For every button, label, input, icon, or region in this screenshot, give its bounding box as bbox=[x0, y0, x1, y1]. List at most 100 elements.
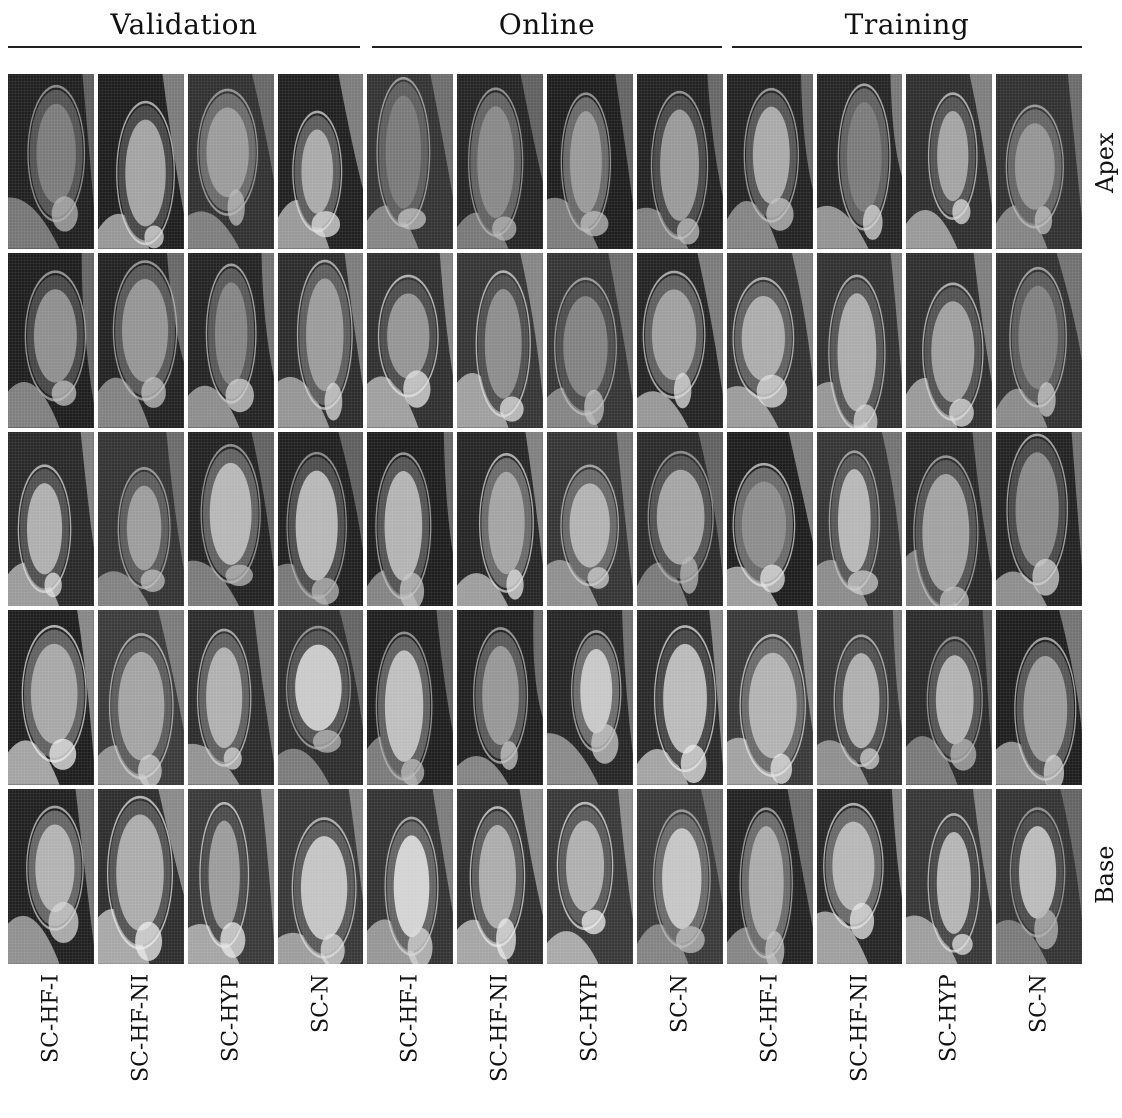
mri-slice-svg bbox=[8, 432, 94, 607]
group-title: Validation bbox=[8, 8, 360, 41]
mri-slice-svg bbox=[188, 74, 274, 249]
group-title: Training bbox=[732, 8, 1082, 41]
column-label: SC-HF-I bbox=[367, 974, 453, 1116]
mri-slice-svg bbox=[367, 74, 453, 249]
mri-slice-svg bbox=[906, 432, 992, 607]
column-label: SC-HF-NI bbox=[817, 974, 903, 1116]
mri-slice-svg bbox=[637, 432, 723, 607]
mri-slice-svg bbox=[457, 610, 543, 785]
mri-slice-image bbox=[637, 610, 723, 785]
mri-slice-image bbox=[367, 432, 453, 607]
mri-slice-svg bbox=[637, 789, 723, 964]
mri-slice-svg bbox=[98, 432, 184, 607]
mri-slice-svg bbox=[188, 432, 274, 607]
column-label: SC-HF-I bbox=[727, 974, 813, 1116]
mri-slice-svg bbox=[8, 253, 94, 428]
mri-slice-image bbox=[906, 74, 992, 249]
mri-slice-svg bbox=[906, 253, 992, 428]
mri-slice-image bbox=[727, 74, 813, 249]
mri-slice-image bbox=[278, 432, 364, 607]
mri-slice-svg bbox=[727, 253, 813, 428]
group-underline bbox=[732, 46, 1082, 48]
mri-slice-svg bbox=[727, 432, 813, 607]
mri-slice-svg bbox=[547, 610, 633, 785]
mri-slice-image bbox=[457, 432, 543, 607]
mri-slice-svg bbox=[906, 74, 992, 249]
column-label: SC-HYP bbox=[547, 974, 633, 1116]
mri-slice-image bbox=[188, 74, 274, 249]
mri-slice-image bbox=[188, 253, 274, 428]
mri-slice-image bbox=[547, 610, 633, 785]
mri-slice-svg bbox=[457, 253, 543, 428]
row-label-apex: Apex bbox=[1090, 74, 1120, 252]
mri-slice-svg bbox=[367, 432, 453, 607]
mri-slice-image bbox=[278, 74, 364, 249]
mri-slice-image bbox=[547, 74, 633, 249]
mri-slice-svg bbox=[8, 74, 94, 249]
mri-slice-image bbox=[8, 432, 94, 607]
mri-slice-image bbox=[547, 253, 633, 428]
mri-slice-image bbox=[727, 432, 813, 607]
mri-slice-svg bbox=[457, 74, 543, 249]
mri-slice-svg bbox=[457, 789, 543, 964]
mri-slice-image bbox=[817, 74, 903, 249]
mri-slice-image bbox=[98, 789, 184, 964]
mri-slice-image bbox=[727, 610, 813, 785]
mri-slice-svg bbox=[98, 253, 184, 428]
mri-slice-image bbox=[188, 789, 274, 964]
mri-slice-svg bbox=[278, 432, 364, 607]
mri-slice-image bbox=[637, 253, 723, 428]
column-label: SC-HF-NI bbox=[98, 974, 184, 1116]
mri-slice-image bbox=[98, 610, 184, 785]
mri-slice-image bbox=[817, 432, 903, 607]
mri-slice-svg bbox=[637, 74, 723, 249]
mri-slice-svg bbox=[278, 74, 364, 249]
mri-slice-svg bbox=[637, 253, 723, 428]
mri-slice-image bbox=[996, 789, 1082, 964]
group-title: Online bbox=[372, 8, 722, 41]
mri-slice-svg bbox=[367, 789, 453, 964]
mri-slice-svg bbox=[996, 74, 1082, 249]
mri-slice-svg bbox=[367, 610, 453, 785]
mri-slice-svg bbox=[367, 253, 453, 428]
mri-slice-svg bbox=[278, 610, 364, 785]
mri-slice-image bbox=[817, 789, 903, 964]
mri-slice-image bbox=[457, 74, 543, 249]
mri-slice-image bbox=[367, 253, 453, 428]
mri-slice-image bbox=[637, 789, 723, 964]
mri-slice-svg bbox=[996, 432, 1082, 607]
mri-slice-svg bbox=[727, 74, 813, 249]
mri-slice-image bbox=[98, 74, 184, 249]
mri-slice-image bbox=[906, 432, 992, 607]
mri-slice-image bbox=[8, 610, 94, 785]
mri-slice-image bbox=[996, 74, 1082, 249]
mri-slice-image bbox=[278, 610, 364, 785]
mri-slice-image bbox=[996, 610, 1082, 785]
mri-slice-svg bbox=[637, 610, 723, 785]
column-label: SC-N bbox=[278, 974, 364, 1116]
mri-slice-image bbox=[727, 789, 813, 964]
mri-slice-image bbox=[367, 610, 453, 785]
mri-slice-svg bbox=[996, 253, 1082, 428]
mri-slice-image bbox=[906, 789, 992, 964]
mri-slice-svg bbox=[906, 610, 992, 785]
mri-slice-image bbox=[8, 789, 94, 964]
group-underline bbox=[372, 46, 722, 48]
mri-slice-image bbox=[457, 610, 543, 785]
mri-slice-svg bbox=[547, 432, 633, 607]
mri-slice-image bbox=[98, 432, 184, 607]
mri-slice-image bbox=[457, 789, 543, 964]
mri-slice-svg bbox=[817, 610, 903, 785]
mri-slice-image bbox=[8, 253, 94, 428]
mri-slice-image bbox=[906, 610, 992, 785]
mri-slice-svg bbox=[188, 253, 274, 428]
group-header-online: Online bbox=[372, 0, 722, 56]
group-header-training: Training bbox=[732, 0, 1082, 56]
column-label: SC-HF-I bbox=[8, 974, 94, 1116]
mri-slice-image bbox=[547, 432, 633, 607]
mri-slice-svg bbox=[727, 610, 813, 785]
column-label: SC-HYP bbox=[906, 974, 992, 1116]
mri-slice-svg bbox=[8, 610, 94, 785]
column-label: SC-N bbox=[637, 974, 723, 1116]
mri-slice-svg bbox=[457, 432, 543, 607]
